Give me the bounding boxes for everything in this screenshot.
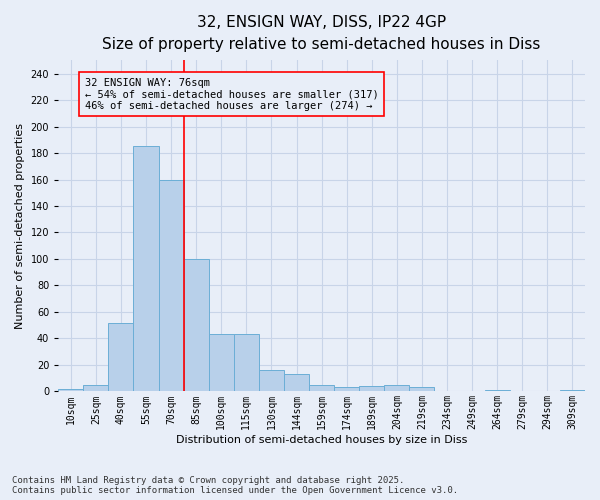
Bar	[385, 385, 409, 392]
Bar	[359, 386, 385, 392]
X-axis label: Distribution of semi-detached houses by size in Diss: Distribution of semi-detached houses by …	[176, 435, 467, 445]
Y-axis label: Number of semi-detached properties: Number of semi-detached properties	[15, 123, 25, 329]
Bar	[485, 390, 510, 392]
Bar	[109, 322, 133, 392]
Bar	[234, 334, 259, 392]
Bar	[184, 259, 209, 392]
Text: Contains HM Land Registry data © Crown copyright and database right 2025.
Contai: Contains HM Land Registry data © Crown c…	[12, 476, 458, 495]
Title: 32, ENSIGN WAY, DISS, IP22 4GP
Size of property relative to semi-detached houses: 32, ENSIGN WAY, DISS, IP22 4GP Size of p…	[103, 15, 541, 52]
Bar	[259, 370, 284, 392]
Bar	[560, 390, 585, 392]
Bar	[334, 388, 359, 392]
Bar	[209, 334, 234, 392]
Bar	[58, 389, 83, 392]
Bar	[133, 146, 158, 392]
Bar	[158, 180, 184, 392]
Bar	[284, 374, 309, 392]
Text: 32 ENSIGN WAY: 76sqm
← 54% of semi-detached houses are smaller (317)
46% of semi: 32 ENSIGN WAY: 76sqm ← 54% of semi-detac…	[85, 78, 378, 110]
Bar	[309, 385, 334, 392]
Bar	[409, 388, 434, 392]
Bar	[83, 385, 109, 392]
